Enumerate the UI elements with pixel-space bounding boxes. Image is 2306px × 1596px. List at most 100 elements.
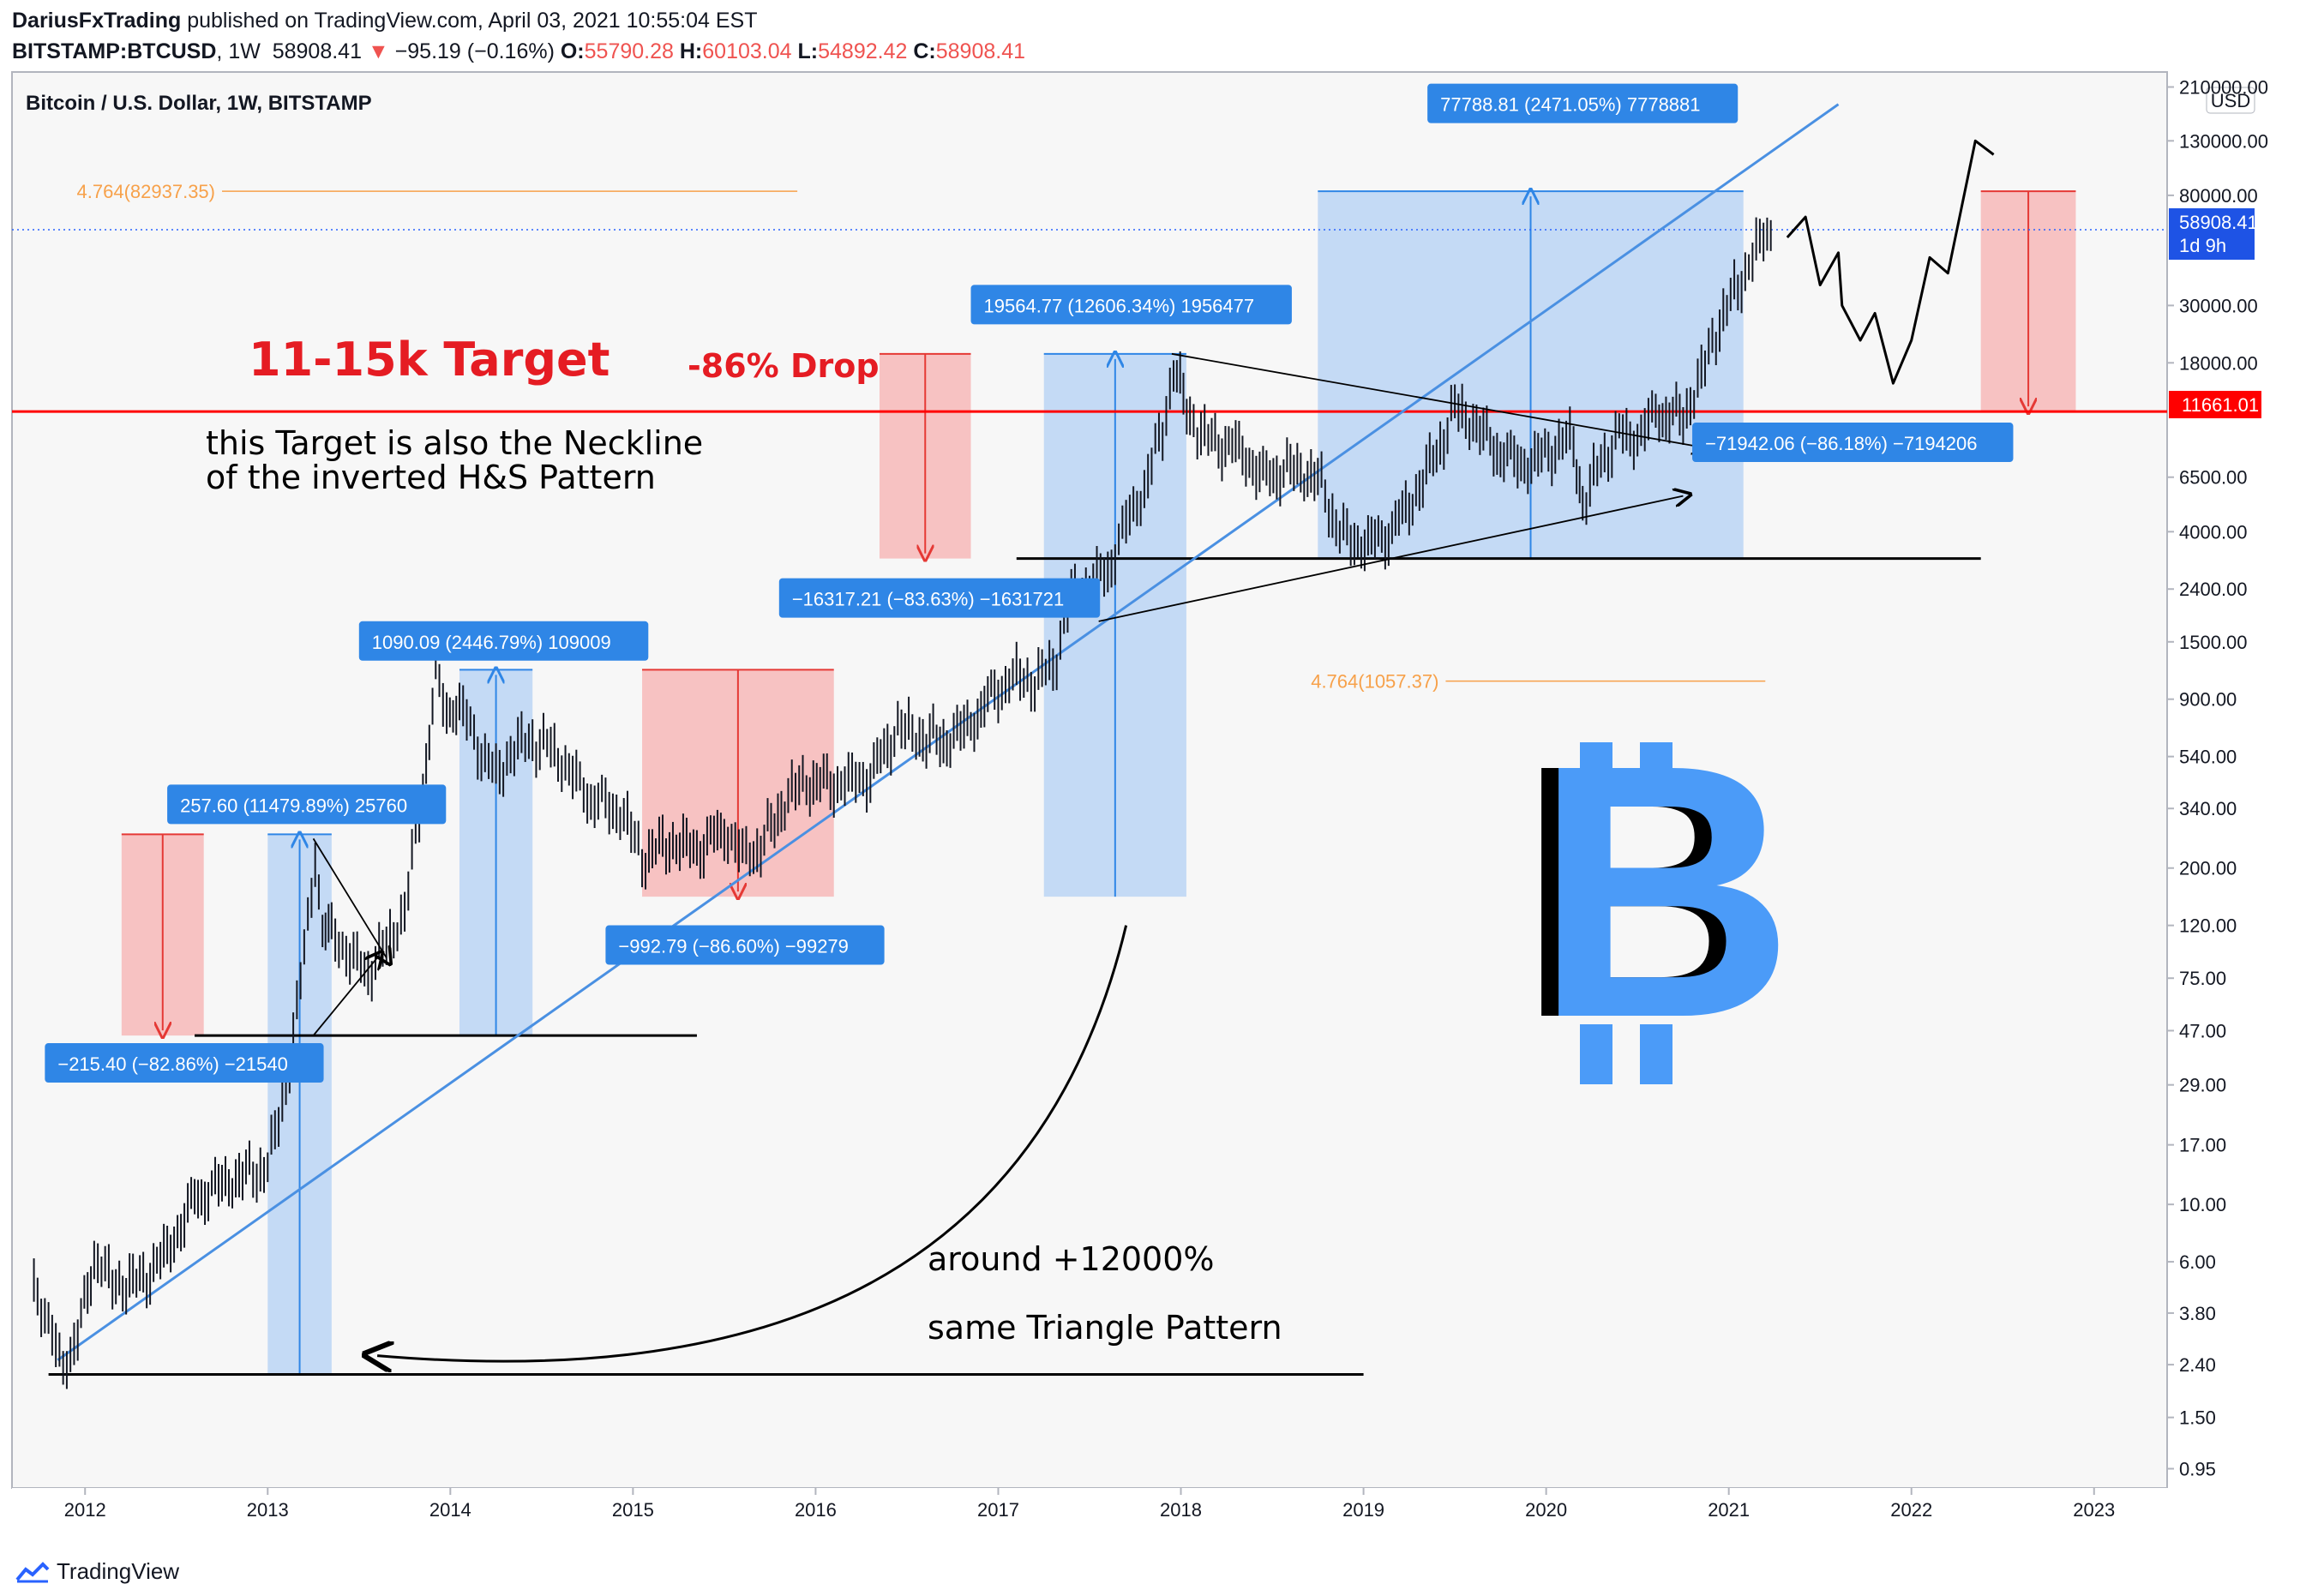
y-tick-label: 6.00	[2179, 1251, 2216, 1273]
publish-line: DariusFxTrading published on TradingView…	[12, 5, 1025, 36]
measure-label-box	[778, 578, 1101, 618]
y-tick-label: 900.00	[2179, 689, 2237, 711]
y-tick-label: 10.00	[2179, 1194, 2226, 1215]
price-axis[interactable]	[2167, 72, 2306, 1522]
x-tick-label: 2022	[1890, 1499, 1932, 1521]
last-price: 58908.41	[272, 39, 362, 63]
pattern-line	[312, 837, 387, 957]
close-value: 58908.41	[935, 39, 1026, 63]
y-tick-label: 6500.00	[2179, 467, 2248, 489]
measure-label-box	[605, 925, 885, 965]
y-tick-label: 540.00	[2179, 747, 2237, 768]
measure-label-box	[45, 1043, 324, 1083]
y-tick-label: 80000.00	[2179, 185, 2258, 207]
interval: 1W	[228, 39, 261, 63]
x-tick-label: 2019	[1342, 1499, 1384, 1521]
measure-label-box	[970, 285, 1292, 325]
overlays: 4.764(82937.35) 4.764(1057.37)	[12, 103, 2167, 1376]
currency-label: USD	[2211, 90, 2250, 111]
x-tick-label: 2016	[795, 1499, 837, 1521]
y-tick-label: 75.00	[2179, 968, 2226, 989]
y-tick-label: 30000.00	[2179, 295, 2258, 316]
time-axis[interactable]	[12, 1488, 2167, 1522]
pattern-line	[1171, 352, 1702, 447]
publish-info: published on TradingView.com, April 03, …	[187, 9, 758, 33]
open-value: 55790.28	[584, 39, 674, 63]
y-tick-label: 1500.00	[2179, 632, 2248, 653]
tradingview-logo-icon	[15, 1561, 50, 1582]
curved-arrow	[377, 925, 1128, 1362]
measure-label: −992.79 (−86.60%) −99279	[618, 936, 849, 957]
annotation-text: of the inverted H&S Pattern	[206, 459, 656, 496]
bitcoin-logo-icon: B B	[1517, 691, 1794, 1093]
y-tick-label: 200.00	[2179, 858, 2237, 879]
change-down-icon: ▼	[367, 39, 389, 63]
y-tick-label: 29.00	[2179, 1075, 2226, 1096]
annotation-text: 11-15k Target	[249, 333, 610, 387]
y-tick-label: 18000.00	[2179, 352, 2258, 374]
drawings: 11-15k Target -86% Drop this Target is als…	[45, 83, 2014, 1362]
y-tick-label: 210000.00	[2179, 76, 2268, 98]
level-price-tag: 11661.01	[2169, 391, 2261, 418]
open-label: O:	[560, 39, 585, 63]
annotation-text: around +12000%	[928, 1240, 1215, 1278]
pattern-line	[312, 957, 378, 1036]
annotation-text: same Triangle Pattern	[928, 1309, 1282, 1347]
measure-label: 77788.81 (2471.05%) 7778881	[1440, 94, 1700, 116]
x-tick-label: 2013	[247, 1499, 289, 1521]
y-tick-label: 130000.00	[2179, 130, 2268, 152]
x-tick-label: 2023	[2073, 1499, 2115, 1521]
tradingview-brand: TradingView	[57, 1558, 180, 1584]
y-tick-label: 340.00	[2179, 798, 2237, 819]
y-tick-label: 3.80	[2179, 1303, 2216, 1324]
pattern-line	[1098, 496, 1684, 622]
annotation-text: -86% Drop	[688, 347, 880, 385]
x-tick-label: 2012	[64, 1499, 106, 1521]
measure-label: 19564.77 (12606.34%) 1956477	[984, 295, 1255, 316]
low-label: L:	[797, 39, 819, 63]
trendline	[57, 103, 1840, 1361]
y-tick-label: 0.95	[2179, 1458, 2216, 1479]
measure-label-box	[1692, 423, 2014, 463]
annotation-text: this Target is also the Neckline	[206, 424, 703, 462]
publish-header: DariusFxTrading published on TradingView…	[12, 5, 1025, 67]
measure-label-box	[358, 621, 649, 661]
currency-badge[interactable]: USD	[2206, 87, 2255, 114]
symbol-line: BITSTAMP:BTCUSD, 1W 58908.41 ▼ −95.19 (−…	[12, 39, 1026, 63]
y-tick-label: 2400.00	[2179, 579, 2248, 600]
close-label: C:	[913, 39, 936, 63]
symbol[interactable]: BITSTAMP:BTCUSD	[12, 39, 217, 63]
level-price-tag-value: 11661.01	[2182, 394, 2259, 416]
axes: 210000.00 130000.00 80000.00 30000.00 18000.…	[64, 76, 2268, 1521]
last-price-tag-countdown: 1d 9h	[2179, 235, 2226, 256]
high-label: H:	[679, 39, 703, 63]
y-tick-label: 17.00	[2179, 1135, 2226, 1156]
tradingview-footer[interactable]: TradingView	[15, 1558, 179, 1585]
last-price-tag-value: 58908.41	[2179, 212, 2258, 233]
y-tick-label: 1.50	[2179, 1407, 2216, 1429]
y-tick-label: 47.00	[2179, 1020, 2226, 1041]
measure-label: 1090.09 (2446.79%) 109009	[372, 632, 611, 653]
high-value: 60103.04	[702, 39, 792, 63]
chart-title: Bitcoin / U.S. Dollar, 1W, BITSTAMP	[26, 92, 372, 115]
projection-path	[1786, 139, 1995, 385]
y-tick-label: 4000.00	[2179, 521, 2248, 543]
x-tick-label: 2018	[1160, 1499, 1202, 1521]
low-value: 54892.42	[818, 39, 908, 63]
measure-label-box	[167, 784, 447, 825]
x-tick-label: 2017	[977, 1499, 1019, 1521]
y-tick-label: 2.40	[2179, 1354, 2216, 1376]
measure-label: −71942.06 (−86.18%) −7194206	[1705, 433, 1977, 454]
publisher-name[interactable]: DariusFxTrading	[12, 9, 182, 33]
measure-label: −16317.21 (−83.63%) −1631721	[792, 589, 1064, 610]
x-tick-label: 2020	[1525, 1499, 1567, 1521]
x-tick-label: 2014	[429, 1499, 471, 1521]
measure-label: −215.40 (−82.86%) −21540	[57, 1053, 288, 1075]
x-tick-label: 2021	[1708, 1499, 1750, 1521]
measure-label: 257.60 (11479.89%) 25760	[180, 795, 407, 816]
price-series	[33, 217, 1772, 1389]
measure-label-box	[1427, 83, 1739, 123]
price-change: −95.19 (−0.16%)	[394, 39, 555, 63]
fib-level-label: 4.764(82937.35)	[77, 181, 215, 202]
